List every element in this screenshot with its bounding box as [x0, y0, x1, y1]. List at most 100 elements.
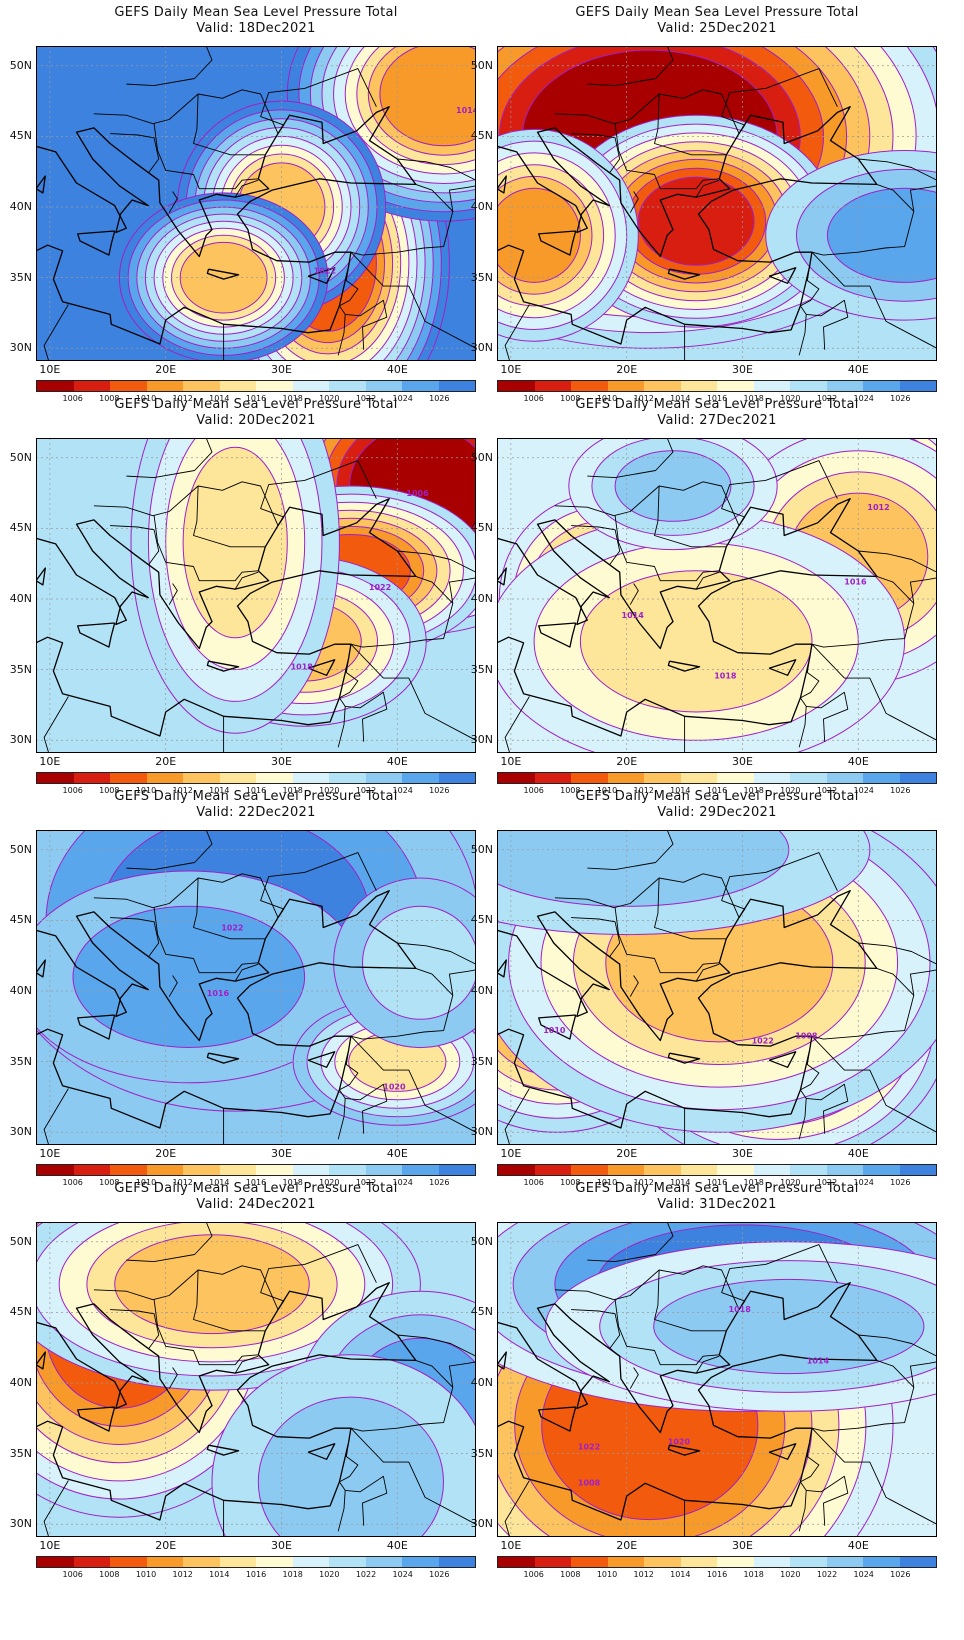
colorbar-segment: [644, 1557, 681, 1567]
colorbar-label: 1014: [670, 394, 691, 403]
country-border: [654, 485, 727, 548]
colorbar-label: 1016: [706, 786, 728, 795]
colorbar-label: 1006: [62, 1178, 83, 1187]
colorbar-label: 1024: [853, 1570, 874, 1579]
colorbar-label: 1024: [853, 786, 874, 795]
colorbar-segment: [219, 1165, 256, 1175]
pressure-map: 1022 1014: [36, 46, 476, 361]
colorbar-label: 1026: [890, 394, 911, 403]
country-border: [43, 304, 69, 361]
country-border: [587, 438, 674, 479]
pressure-map-svg: 1022 1014: [36, 46, 476, 361]
country-border: [193, 1269, 266, 1332]
longitude-tick-label: 30E: [271, 755, 292, 768]
colorbar-label: 1022: [816, 394, 838, 403]
pressure-map-svg: 1012 1014 1016 1018: [497, 438, 937, 753]
latitude-tick-label: 40N: [470, 1376, 493, 1389]
pressure-map: 1006 1022 1018: [36, 438, 476, 753]
colorbar-label: 1024: [392, 786, 413, 795]
country-border: [168, 191, 178, 213]
colorbar-segment: [863, 1557, 900, 1567]
colorbar: [497, 380, 937, 392]
country-border: [126, 46, 213, 87]
longitude-tick-label: 40E: [386, 1147, 408, 1160]
colorbar-label: 1026: [429, 1570, 450, 1579]
coastline: [667, 268, 701, 280]
latitude-tick-label: 35N: [470, 1446, 493, 1460]
panel-title: GEFS Daily Mean Sea Level Pressure Total: [575, 1181, 859, 1196]
country-border: [397, 1334, 476, 1357]
colorbar-segment: [498, 1557, 535, 1567]
colorbar-segment: [790, 1557, 827, 1567]
pressure-map-svg: 1022 1020 1018 1014 1008: [497, 1222, 937, 1537]
panel-valid-date: Valid: 20Dec2021: [196, 413, 316, 428]
latitude-tick-label: 50N: [470, 1234, 493, 1248]
map-panel: GEFS Daily Mean Sea Level Pressure Total…: [461, 1176, 941, 1584]
colorbar-segment: [644, 773, 681, 783]
colorbar-label: 1024: [853, 1178, 874, 1187]
pressure-contour-band: [182, 446, 288, 639]
colorbar-label: 1018: [743, 394, 764, 403]
colorbar-segment: [365, 381, 402, 391]
longitude-tick-label: 10E: [500, 1539, 522, 1552]
panel-valid-date: Valid: 25Dec2021: [657, 21, 777, 36]
country-border: [587, 830, 674, 871]
country-border: [234, 571, 259, 590]
colorbar-label: 1020: [780, 1178, 801, 1187]
pressure-map: 1012 1014 1016 1018: [497, 438, 937, 753]
country-border: [811, 251, 937, 349]
country-border: [800, 266, 820, 307]
colorbar-segment: [219, 381, 256, 391]
colorbar-segment: [146, 1165, 183, 1175]
coastline: [538, 1014, 577, 1040]
country-border: [168, 975, 178, 997]
country-border: [153, 1299, 259, 1366]
colorbar: [36, 1556, 476, 1568]
colorbar-segment: [183, 1557, 220, 1567]
colorbar-segment: [402, 1557, 439, 1567]
contour-label: 1006: [406, 489, 429, 498]
coastline: [206, 660, 240, 672]
colorbar-segment: [73, 1557, 110, 1567]
colorbar-label: 1024: [392, 394, 413, 403]
longitude-tick-label: 10E: [500, 363, 522, 376]
colorbar-label: 1022: [816, 786, 838, 795]
latitude-tick-label: 40N: [9, 984, 32, 997]
latitude-tick-label: 35N: [470, 1054, 493, 1068]
country-border: [339, 658, 359, 699]
colorbar-segment: [753, 773, 790, 783]
colorbar-segment: [292, 381, 329, 391]
country-border: [110, 525, 160, 566]
latitude-tick-label: 50N: [470, 842, 493, 856]
contour-label: 1016: [207, 989, 230, 998]
longitude-tick-label: 10E: [39, 1147, 61, 1160]
colorbar-segment: [365, 1165, 402, 1175]
country-border: [629, 975, 639, 997]
coastline: [667, 1052, 701, 1064]
colorbar-segment: [826, 773, 863, 783]
country-border: [397, 550, 476, 573]
country-border: [504, 1088, 530, 1145]
colorbar-segment: [256, 1165, 293, 1175]
colorbar-segment: [753, 1165, 790, 1175]
country-border: [260, 68, 377, 134]
longitude-tick-label: 40E: [386, 1539, 408, 1552]
colorbar-label: 1016: [706, 1178, 728, 1187]
colorbar-label: 1016: [245, 394, 267, 403]
colorbar-segment: [183, 1165, 220, 1175]
country-border: [909, 577, 937, 604]
colorbar-segment: [571, 381, 608, 391]
country-border: [126, 1222, 213, 1263]
colorbar-label: 1010: [596, 394, 618, 403]
contour-label: 1018: [714, 671, 737, 680]
contour-label: 1014: [456, 106, 476, 115]
coastline: [77, 230, 116, 256]
country-border: [909, 185, 937, 212]
country-border: [811, 1035, 937, 1133]
country-border: [337, 697, 346, 748]
country-border: [721, 68, 838, 134]
country-border: [858, 1334, 937, 1357]
latitude-tick-label: 50N: [470, 450, 493, 464]
colorbar-segment: [110, 773, 147, 783]
country-border: [614, 1299, 720, 1366]
